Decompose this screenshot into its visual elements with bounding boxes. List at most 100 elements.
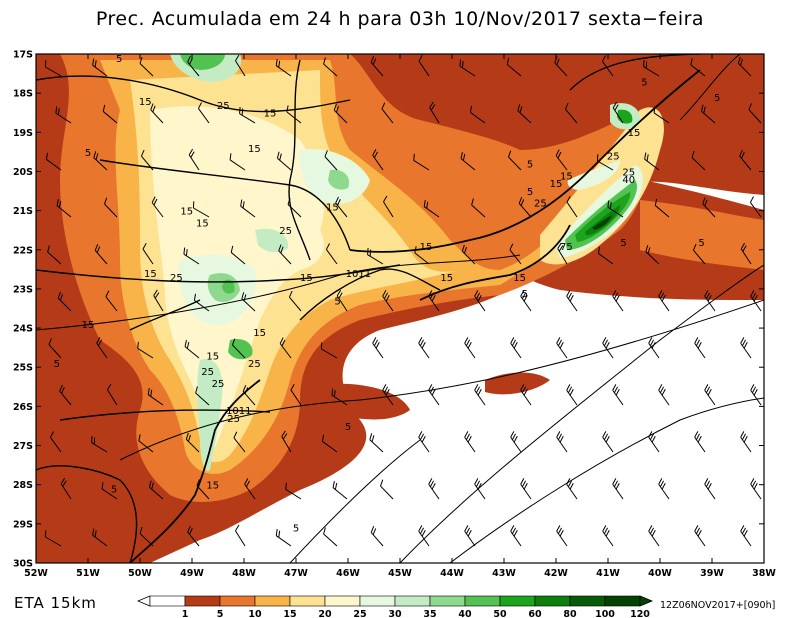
wind-barb	[193, 293, 210, 312]
wind-barb	[230, 245, 246, 265]
wind-barb	[94, 244, 108, 265]
wind-barb	[235, 54, 246, 77]
wind-barb	[566, 478, 578, 500]
lat-tick-label: 18S	[13, 89, 33, 100]
wind-barb	[612, 384, 624, 406]
wind-barb	[555, 149, 568, 171]
contour-label: 5	[116, 54, 122, 65]
wind-barb	[566, 384, 578, 406]
wind-barb	[459, 59, 476, 77]
wind-barb	[102, 104, 118, 124]
lat-tick-label: 28S	[13, 480, 33, 491]
wind-barb	[184, 340, 200, 359]
wind-barb	[44, 60, 62, 77]
colorbar-swatch	[394, 595, 431, 607]
wind-barb	[418, 431, 430, 453]
wind-barb	[92, 58, 108, 77]
contour-label: 5	[698, 238, 704, 249]
wind-barb	[286, 105, 302, 124]
wind-barb	[658, 290, 670, 312]
wind-barb	[139, 526, 154, 547]
wind-barb	[566, 195, 578, 218]
colorbar-swatch	[429, 595, 466, 607]
wind-barb	[242, 385, 256, 406]
wind-barb	[279, 337, 292, 359]
contour-label: 15	[326, 203, 339, 214]
wind-barb	[232, 338, 246, 359]
wind-barb	[233, 431, 246, 453]
wind-barb	[195, 386, 210, 406]
wind-barb	[423, 199, 440, 218]
contour-label: 25	[201, 367, 214, 378]
map-field	[36, 54, 764, 563]
colorbar-label: 10	[248, 609, 262, 618]
wind-barb	[48, 338, 62, 359]
wind-barb	[750, 384, 762, 406]
colorbar-label: 5	[217, 609, 224, 618]
wind-barb	[474, 384, 486, 406]
wind-barb	[556, 337, 568, 359]
wind-barb	[148, 480, 164, 500]
wind-barb	[554, 56, 568, 77]
wind-barb	[369, 433, 384, 453]
wind-barb	[241, 292, 256, 312]
lat-tick-label: 22S	[13, 245, 33, 256]
wind-barb	[138, 434, 154, 453]
contour-label: 25	[607, 152, 620, 163]
wind-barb	[335, 196, 348, 218]
model-name: ETA 15km	[14, 594, 97, 612]
colorbar-label: 30	[388, 609, 402, 618]
wind-barb	[240, 199, 256, 218]
wind-barb	[654, 198, 670, 218]
wind-barb	[645, 245, 660, 265]
wind-barb	[45, 152, 62, 171]
lon-tick-label: 38W	[752, 568, 776, 579]
wind-barb	[323, 57, 338, 77]
wind-barb	[323, 527, 338, 547]
contour-label: 5	[714, 93, 720, 104]
wind-barb	[428, 290, 440, 312]
wind-barb	[140, 149, 154, 171]
wind-barb	[49, 431, 62, 453]
wind-barb	[414, 246, 430, 265]
lat-tick-label: 23S	[13, 284, 33, 295]
wind-barb	[428, 478, 440, 500]
wind-barb	[658, 384, 670, 406]
wind-barb	[101, 482, 118, 500]
wind-barb	[428, 384, 440, 406]
wind-barb	[187, 55, 200, 77]
wind-barb	[648, 431, 660, 453]
wind-barb	[47, 245, 62, 265]
wind-barb	[602, 525, 614, 547]
wind-barb	[59, 384, 72, 406]
colorbar-label: 15	[283, 609, 296, 618]
lon-tick-label: 40W	[648, 568, 672, 579]
wind-barb	[508, 150, 522, 171]
lon-tick-label: 43W	[492, 568, 516, 579]
wind-barb	[520, 478, 532, 500]
wind-barb	[188, 148, 200, 171]
contour-label: 15	[628, 128, 641, 139]
wind-barb	[331, 388, 348, 406]
wind-barb	[740, 337, 752, 359]
lon-tick-label: 52W	[24, 568, 48, 579]
wind-barb	[464, 431, 476, 453]
wind-barb	[658, 478, 670, 500]
wind-barb	[370, 526, 384, 547]
colorbar-label: 100	[595, 609, 615, 618]
wind-barb	[196, 479, 210, 500]
colorbar-swatch	[569, 595, 606, 607]
colorbar-label: 40	[458, 609, 472, 618]
map-title: Prec. Acumulada em 24 h para 03h 10/Nov/…	[95, 8, 705, 30]
lon-tick-label: 39W	[700, 568, 724, 579]
wind-barb	[192, 201, 210, 218]
wind-barb	[235, 524, 246, 547]
lon-tick-label: 45W	[388, 568, 412, 579]
colorbar-swatch	[359, 595, 396, 607]
wind-barb	[612, 101, 624, 124]
wind-barb	[510, 525, 522, 547]
wind-barb	[506, 57, 522, 77]
contour-label: 15	[144, 269, 157, 280]
lon-tick-label: 47W	[284, 568, 308, 579]
